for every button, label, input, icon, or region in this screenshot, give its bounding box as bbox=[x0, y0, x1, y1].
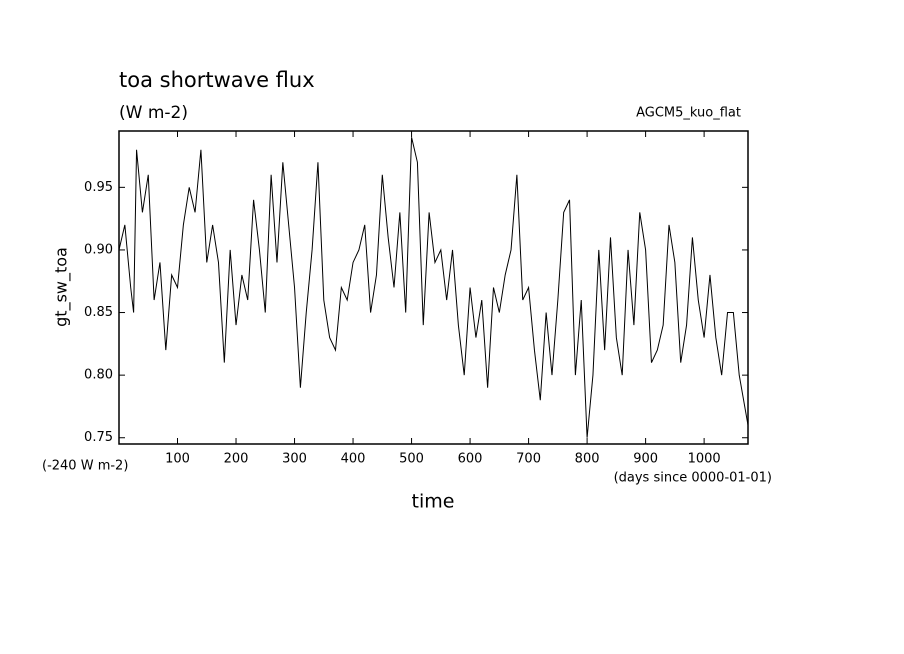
y-tick-label: 0.85 bbox=[84, 305, 113, 320]
y-tick-label: 0.95 bbox=[84, 180, 113, 195]
x-tick-label: 900 bbox=[633, 452, 658, 467]
x-tick-label: 200 bbox=[224, 452, 249, 467]
x-axis-label: time bbox=[412, 491, 455, 513]
x-unit-label: (days since 0000-01-01) bbox=[614, 471, 772, 486]
offset-label: (-240 W m-2) bbox=[42, 459, 128, 474]
y-axis-label: gt_sw_toa bbox=[52, 247, 72, 327]
y-tick-label: 0.90 bbox=[84, 242, 113, 257]
annotation: AGCM5_kuo_flat bbox=[636, 106, 741, 121]
x-tick-label: 400 bbox=[341, 452, 366, 467]
x-tick-label: 700 bbox=[516, 452, 541, 467]
x-tick-label: 800 bbox=[575, 452, 600, 467]
x-tick-label: 600 bbox=[458, 452, 483, 467]
y-tick-label: 0.80 bbox=[84, 368, 113, 383]
x-tick-label: 500 bbox=[399, 452, 424, 467]
data-line bbox=[118, 137, 749, 438]
y-tick-label: 0.75 bbox=[84, 430, 113, 445]
x-tick-label: 300 bbox=[282, 452, 307, 467]
x-tick-label: 100 bbox=[165, 452, 190, 467]
x-tick-label: 1000 bbox=[688, 452, 721, 467]
chart-title: toa shortwave flux bbox=[119, 68, 315, 92]
plot-frame bbox=[118, 130, 749, 445]
subtitle: (W m-2) bbox=[119, 103, 188, 123]
